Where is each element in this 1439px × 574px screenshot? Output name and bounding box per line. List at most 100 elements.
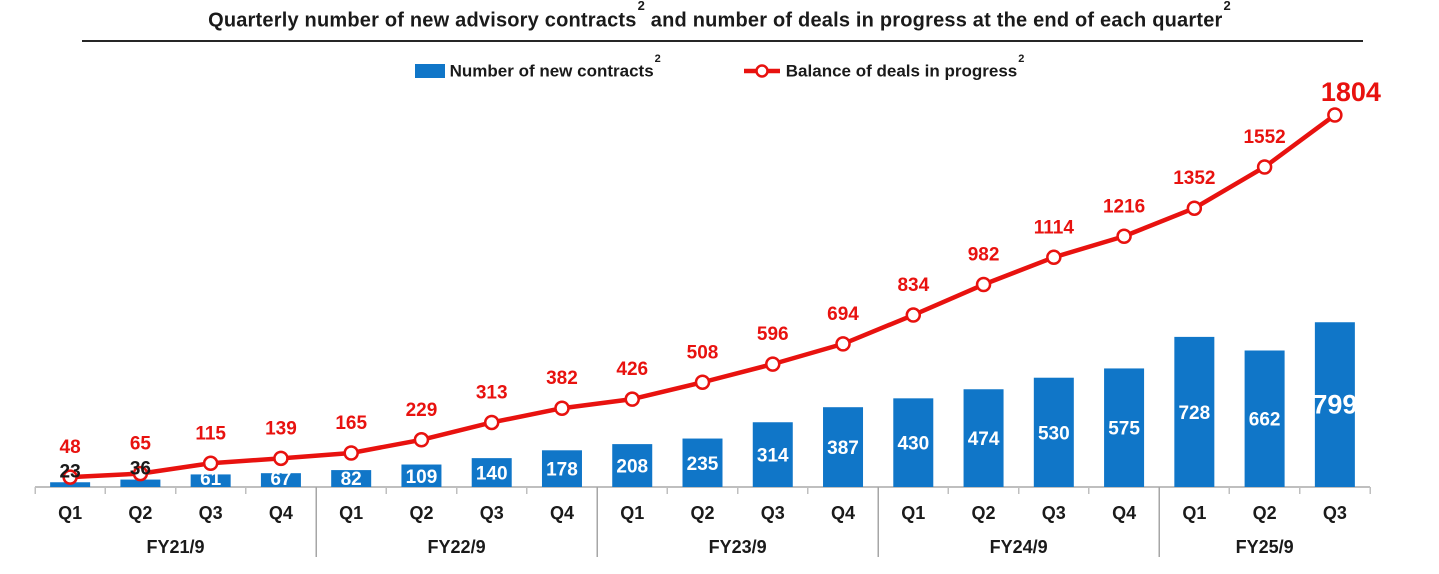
line-label-15: 1216 (1103, 196, 1145, 217)
bar-7 (541, 450, 582, 487)
bar-series-swatch (414, 64, 445, 79)
line-marker-13 (975, 276, 992, 293)
line-label-5: 229 (406, 400, 438, 421)
bar-label-18: 799 (1312, 390, 1357, 420)
bar-label-7: 178 (546, 460, 578, 481)
fy-label-4: FY25/9 (1236, 537, 1294, 557)
bar-13 (963, 389, 1004, 487)
bar-label-14: 530 (1038, 423, 1070, 444)
line-label-7: 382 (546, 368, 578, 389)
line-marker-16 (1186, 200, 1203, 216)
q-label-16: Q1 (1182, 503, 1206, 523)
title-superscript-2: 2 (1223, 0, 1231, 13)
bar-label-1: 36 (130, 459, 151, 480)
bar-label-0: 23 (60, 461, 81, 482)
line-marker-5 (413, 432, 430, 448)
legend-line-text: Balance of deals in progress (785, 61, 1018, 81)
legend-item-line: Balance of deals in progress2 (743, 53, 1025, 82)
bar-label-3: 67 (270, 469, 291, 490)
legend-bars-superscript: 2 (654, 53, 661, 65)
line-label-2: 115 (195, 423, 226, 444)
bar-4 (331, 470, 372, 487)
bar-label-11: 387 (827, 438, 859, 459)
bar-label-5: 109 (406, 467, 438, 488)
bar-6 (471, 458, 512, 487)
q-label-13: Q2 (972, 503, 996, 523)
bar-15 (1104, 368, 1145, 487)
bar-label-12: 430 (897, 434, 929, 455)
bar-label-8: 208 (616, 457, 648, 478)
q-label-11: Q4 (831, 503, 855, 523)
line-label-14: 1114 (1034, 217, 1075, 238)
bar-label-6: 140 (476, 464, 508, 485)
bar-label-10: 314 (757, 446, 789, 467)
q-label-7: Q4 (550, 503, 574, 523)
q-label-4: Q1 (339, 503, 363, 523)
line-label-6: 313 (476, 382, 508, 403)
bar-18 (1314, 322, 1355, 487)
legend-bars-text: Number of new contracts (449, 61, 654, 81)
legend-line-superscript: 2 (1018, 53, 1025, 65)
bar-2 (190, 474, 231, 487)
line-label-0: 48 (60, 437, 81, 458)
q-label-1: Q2 (128, 503, 152, 523)
bar-5 (401, 464, 442, 487)
q-label-9: Q2 (690, 503, 714, 523)
line-label-17: 1552 (1243, 127, 1285, 148)
legend-label-bars: Number of new contracts2 (449, 53, 661, 82)
bar-11 (823, 407, 864, 487)
legend-label-line: Balance of deals in progress2 (785, 53, 1025, 82)
line-marker-11 (835, 336, 851, 352)
line-label-9: 508 (687, 342, 719, 363)
line-label-10: 596 (757, 324, 789, 345)
line-label-3: 139 (265, 418, 297, 439)
line-marker-6 (483, 414, 500, 431)
line-marker-1 (132, 465, 149, 482)
line-label-1: 65 (130, 434, 152, 455)
fy-label-2: FY23/9 (709, 537, 767, 557)
fy-label-3: FY24/9 (990, 537, 1048, 557)
bar-label-9: 235 (687, 454, 719, 475)
line-marker-10 (765, 356, 781, 372)
line-marker-8 (624, 391, 640, 407)
line-label-8: 426 (616, 359, 648, 380)
line-marker-12 (905, 307, 922, 323)
line-marker-2 (202, 455, 219, 472)
line-series-swatch (743, 64, 780, 79)
bar-3 (260, 473, 301, 487)
bar-label-4: 82 (341, 469, 362, 490)
fy-label-1: FY22/9 (428, 537, 486, 557)
legend-item-bars: Number of new contracts2 (414, 53, 661, 82)
title-underline (82, 40, 1363, 42)
line-label-11: 694 (827, 304, 859, 325)
q-label-2: Q3 (199, 503, 223, 523)
bar-9 (682, 438, 723, 487)
bar-14 (1033, 377, 1074, 487)
bar-12 (893, 398, 934, 487)
q-label-12: Q1 (901, 503, 925, 523)
line-label-16: 1352 (1173, 168, 1215, 189)
q-label-0: Q1 (58, 503, 82, 523)
bar-17 (1244, 350, 1285, 487)
line-marker-9 (694, 374, 711, 391)
bar-16 (1174, 336, 1215, 487)
q-label-17: Q2 (1253, 503, 1277, 523)
bar-label-17: 662 (1249, 410, 1281, 431)
line-label-12: 834 (897, 275, 929, 296)
q-label-5: Q2 (409, 503, 433, 523)
q-label-14: Q3 (1042, 503, 1066, 523)
line-marker-0 (62, 469, 78, 485)
bar-label-16: 728 (1178, 403, 1210, 424)
q-label-6: Q3 (480, 503, 504, 523)
deals-line (67, 112, 1338, 480)
line-marker-7 (554, 400, 570, 416)
bar-label-13: 474 (968, 429, 1000, 450)
fy-label-0: FY21/9 (147, 537, 205, 557)
bar-8 (612, 444, 653, 487)
q-label-3: Q4 (269, 503, 293, 523)
q-label-8: Q1 (620, 503, 644, 523)
q-label-18: Q3 (1323, 503, 1347, 523)
bar-label-2: 61 (200, 469, 222, 490)
